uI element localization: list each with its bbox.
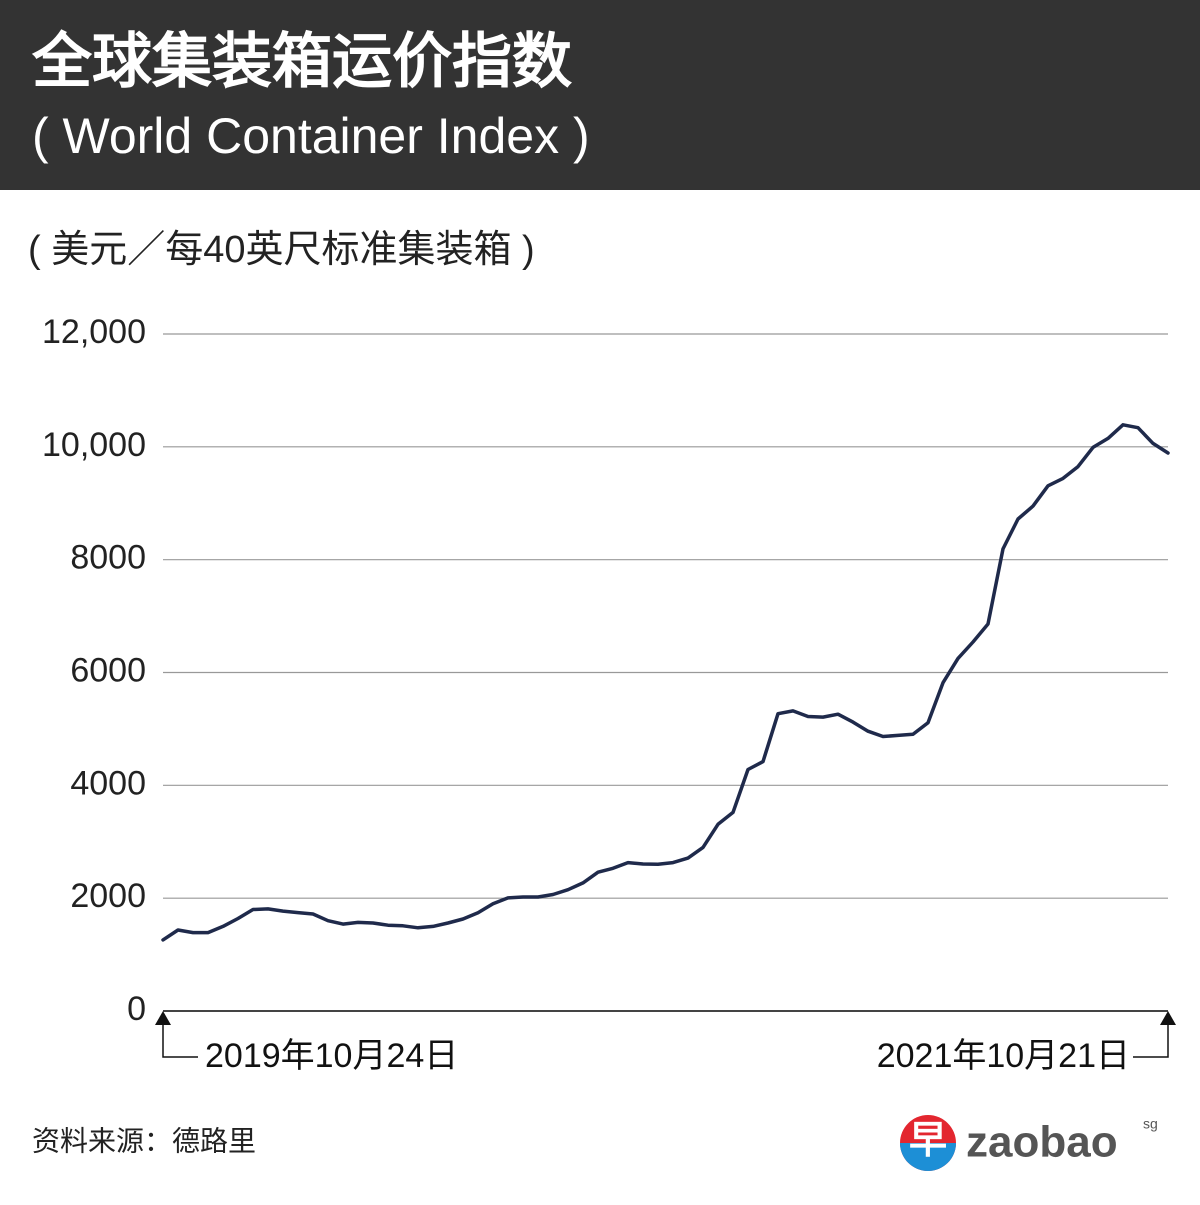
header-band [0,0,1200,190]
y-tick-label: 10,000 [42,426,146,464]
y-tick-label: 8000 [70,539,146,577]
date-leader [1133,1025,1169,1058]
axis-arrow [155,1011,171,1025]
axis-arrow [1160,1011,1176,1025]
chart-title: 全球集装箱运价指数 [31,28,572,95]
y-tick-label: 2000 [70,877,146,915]
y-tick-label: 6000 [70,651,146,689]
y-axis-label: ( 美元／每40英尺标准集装箱 ) [28,229,535,271]
y-tick-label: 0 [127,990,146,1028]
logo-half [900,1143,956,1171]
logo-mark: 早 [909,1120,947,1162]
y-tick-label: 4000 [70,764,146,802]
logo-suffix: sg [1143,1116,1158,1132]
x-tick-label: 2021年10月21日 [877,1037,1130,1075]
date-leader [162,1025,198,1058]
logo-name: zaobao [966,1118,1118,1167]
logo: 早 zaobao sg [900,1115,1158,1171]
source-note: 资料来源：德路里 [32,1125,256,1156]
line-series [161,423,1170,942]
y-tick-label: 12,000 [42,313,146,351]
chart-subtitle: ( World Container Index ) [32,108,590,164]
x-tick-label: 2019年10月24日 [205,1037,458,1075]
